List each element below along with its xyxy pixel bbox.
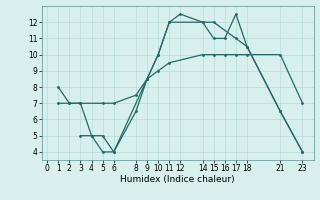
X-axis label: Humidex (Indice chaleur): Humidex (Indice chaleur) [120,175,235,184]
